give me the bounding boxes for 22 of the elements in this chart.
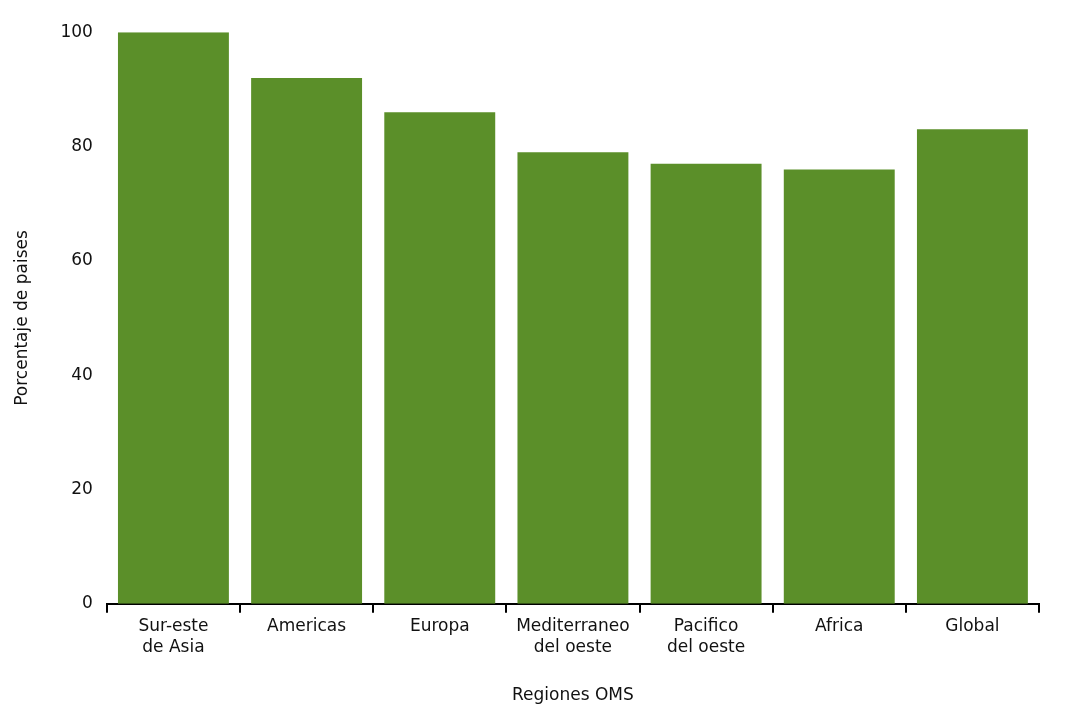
bar: [117, 32, 229, 604]
x-tick-label: Europa: [409, 615, 470, 636]
y-tick-label: 40: [71, 363, 93, 384]
y-tick-label: 20: [71, 477, 93, 498]
x-tick-label: Sur-este de Asia: [138, 615, 209, 656]
y-tick-label: 100: [60, 20, 93, 41]
x-tick-label: Pacifico del oeste: [666, 615, 746, 656]
x-tick-label: Americas: [267, 615, 347, 636]
y-tick-label: 60: [71, 249, 93, 270]
x-axis-title: Regiones OMS: [512, 684, 634, 705]
bar: [384, 112, 496, 604]
bar: [251, 77, 363, 604]
x-tick-label: Global: [945, 615, 1000, 636]
y-tick-label: 0: [82, 592, 93, 613]
bar: [517, 152, 629, 604]
y-tick-label: 80: [71, 134, 93, 155]
bar: [783, 169, 895, 604]
x-tick-label: Mediterraneo del oeste: [516, 615, 630, 656]
x-tick-label: Africa: [815, 615, 864, 636]
y-axis-title: Porcentaje de paises: [10, 230, 31, 406]
bar: [650, 163, 762, 604]
bar: [916, 129, 1028, 604]
